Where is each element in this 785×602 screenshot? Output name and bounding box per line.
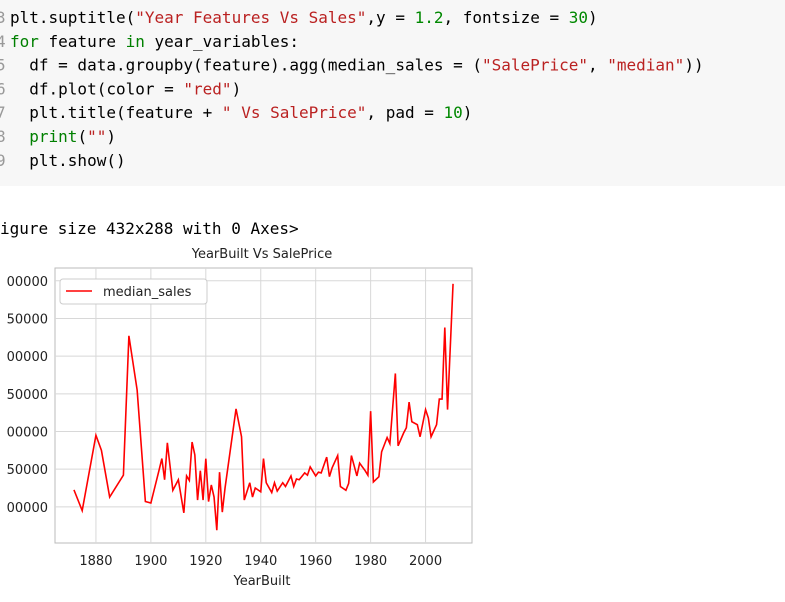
- code-token: )): [684, 56, 703, 75]
- line-series: [73, 283, 454, 531]
- y-tick-label: 50000: [7, 463, 48, 478]
- y-tick-label: 00000: [7, 350, 48, 365]
- y-tick-label: 50000: [7, 312, 48, 327]
- x-tick-label: 1880: [79, 554, 112, 569]
- chart-title: YearBuilt Vs SalePrice: [191, 247, 332, 262]
- code-token: 1.2: [415, 8, 444, 27]
- code-token: "red": [183, 79, 231, 98]
- code-token: year_variables:: [145, 32, 299, 51]
- line-number: 4: [0, 32, 6, 51]
- line-number: 7: [0, 103, 6, 122]
- code-token: ): [106, 127, 116, 146]
- code-token: print: [10, 127, 77, 146]
- x-tick-label: 1960: [299, 554, 332, 569]
- code-token: "SalePrice": [482, 56, 588, 75]
- code-cell: [0, 0, 785, 186]
- y-tick-label: 00000: [7, 425, 48, 440]
- code-token: ): [463, 103, 473, 122]
- x-tick-label: 1920: [189, 554, 222, 569]
- plot-area: [54, 267, 473, 544]
- line-number: 9: [0, 151, 6, 170]
- code-token: plt.show(): [10, 151, 126, 170]
- x-tick-label: 2000: [409, 554, 442, 569]
- code-token: in: [126, 32, 145, 51]
- code-line: df.plot(color = "red"): [10, 79, 241, 98]
- code-token: plt.title(feature +: [10, 103, 222, 122]
- code-token: "Year Features Vs Sales": [135, 8, 366, 27]
- code-token: ): [232, 79, 242, 98]
- code-line: for feature in year_variables:: [10, 32, 299, 51]
- code-token: "": [87, 127, 106, 146]
- code-token: 10: [443, 103, 462, 122]
- code-token: ): [588, 8, 598, 27]
- code-line: plt.show(): [10, 151, 126, 170]
- code-token: feature: [39, 32, 126, 51]
- code-line: plt.title(feature + " Vs SalePrice", pad…: [10, 103, 472, 122]
- y-tick-label: 50000: [7, 388, 48, 403]
- code-token: df = data.groupby(feature).agg(median_sa…: [10, 56, 482, 75]
- x-tick-label: 1940: [244, 554, 277, 569]
- legend-box: [59, 278, 208, 305]
- line-number: 8: [0, 127, 6, 146]
- code-token: "median": [607, 56, 684, 75]
- code-line: print(""): [10, 127, 116, 146]
- legend-label: median_sales: [103, 285, 192, 300]
- code-token: ,y =: [366, 8, 414, 27]
- line-number: 3: [0, 8, 6, 27]
- y-tick-label: 00000: [7, 275, 48, 290]
- x-tick-label: 1980: [354, 554, 387, 569]
- code-token: plt.suptitle(: [10, 8, 135, 27]
- code-line: plt.suptitle("Year Features Vs Sales",y …: [10, 8, 598, 27]
- code-token: ,: [588, 56, 607, 75]
- x-axis-label: YearBuilt: [232, 574, 290, 589]
- code-token: , pad =: [366, 103, 443, 122]
- code-token: " Vs SalePrice": [222, 103, 367, 122]
- code-token: (: [77, 127, 87, 146]
- x-tick-label: 1900: [134, 554, 167, 569]
- code-line: df = data.groupby(feature).agg(median_sa…: [10, 56, 704, 75]
- y-tick-label: 00000: [7, 501, 48, 516]
- code-token: 30: [569, 8, 588, 27]
- code-token: df.plot(color =: [10, 79, 183, 98]
- line-number: 5: [0, 56, 6, 75]
- code-token: for: [10, 32, 39, 51]
- line-number: 6: [0, 79, 6, 98]
- output-text: igure size 432x288 with 0 Axes>: [0, 219, 299, 238]
- code-token: , fontsize =: [444, 8, 569, 27]
